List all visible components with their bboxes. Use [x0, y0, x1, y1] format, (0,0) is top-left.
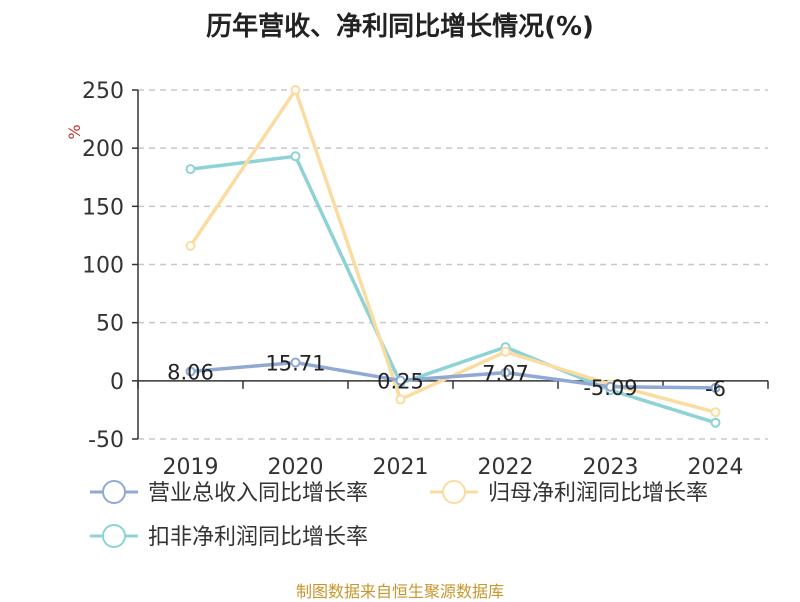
data-point-3	[290, 151, 301, 162]
legend-marker	[102, 524, 126, 548]
y-tick-label: 200	[82, 137, 124, 162]
series-line-3	[190, 154, 717, 425]
data-point-2	[500, 346, 511, 357]
x-tick-label: 2019	[163, 455, 219, 480]
data-point-3	[185, 164, 196, 175]
x-tick-label: 2023	[583, 455, 639, 480]
data-point-1	[185, 366, 196, 377]
grid-lines	[138, 89, 768, 440]
data-point-1	[500, 367, 511, 378]
data-label: -6	[705, 377, 726, 401]
data-label: 15.71	[265, 352, 325, 376]
series-line-1	[190, 360, 716, 390]
x-tick-label: 2024	[688, 455, 744, 480]
y-tick-label: 150	[82, 195, 124, 220]
data-point-3	[710, 417, 721, 428]
data-point-2	[185, 240, 196, 251]
data-point-2	[290, 85, 301, 95]
y-tick-label: 250	[82, 79, 124, 104]
series-lines	[185, 85, 721, 428]
data-point-1	[605, 381, 616, 392]
axes: -50 0 50 100 150 200 250% 2019 2020 2021 2022 2023 2…	[65, 79, 769, 480]
data-label: 8.06	[167, 360, 214, 384]
y-axis-label: %	[65, 124, 84, 139]
legend-marker	[442, 480, 466, 504]
data-label: -5.09	[583, 376, 637, 400]
data-point-2	[710, 407, 721, 418]
x-tick-label: 2022	[478, 455, 534, 480]
data-point-2	[395, 394, 406, 405]
x-tick-label: 2020	[268, 455, 324, 480]
data-point-1	[710, 382, 721, 393]
legend-marker	[102, 480, 126, 504]
data-labels: 8.06 15.71 0.25 7.07 -5.09 -6	[167, 352, 726, 401]
legend-label: 营业总收入同比增长率	[148, 481, 368, 506]
chart-title: 历年营收、净利同比增长情况(%)	[206, 12, 594, 42]
source-note: 制图数据来自恒生聚源数据库	[295, 582, 504, 601]
legend-label: 归母净利润同比增长率	[488, 481, 708, 506]
y-tick-label: -50	[88, 428, 124, 453]
y-tick-label: 100	[82, 254, 124, 279]
data-label: 7.07	[482, 362, 529, 386]
y-tick-label: 0	[110, 370, 124, 395]
data-point-1	[395, 375, 406, 386]
data-point-1	[290, 357, 301, 368]
legend-label: 扣非净利润同比增长率	[148, 525, 368, 550]
y-tick-label: 50	[96, 312, 124, 337]
x-tick-label: 2021	[373, 455, 429, 480]
data-label: 0.25	[377, 370, 424, 394]
